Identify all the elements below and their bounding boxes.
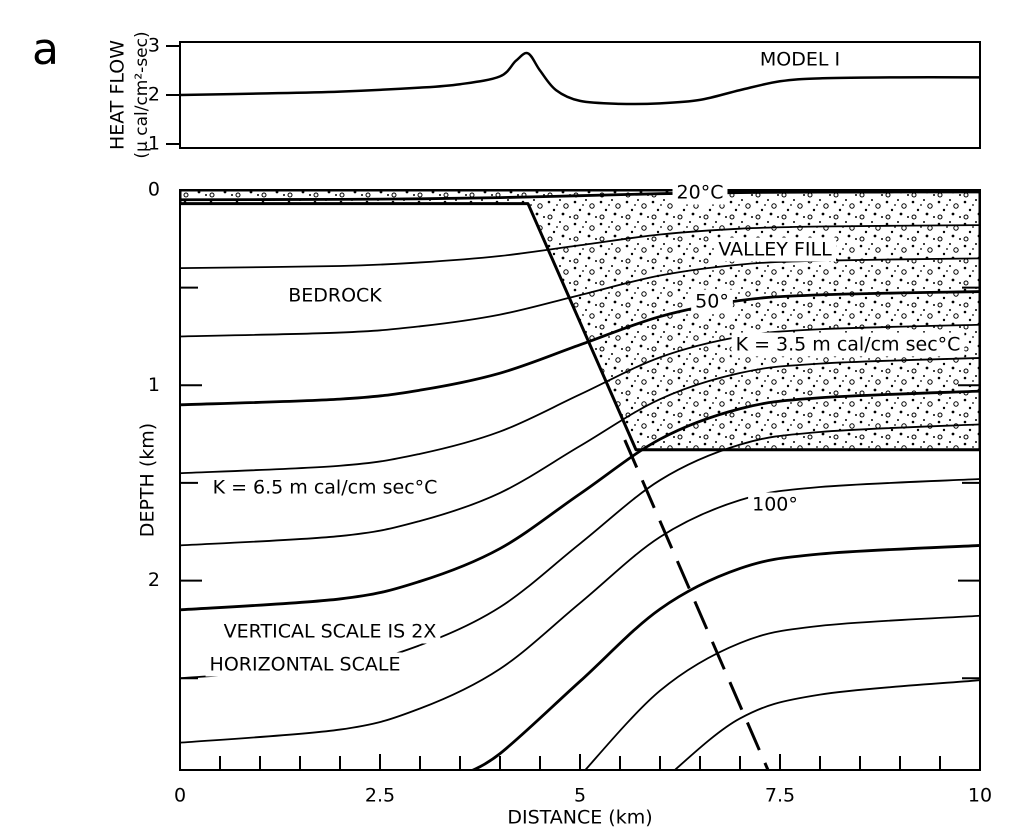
panel-label: a <box>32 24 59 75</box>
x-tick-label: 2.5 <box>365 785 395 807</box>
isotherm <box>180 479 980 743</box>
annotation: HORIZONTAL SCALE <box>210 654 401 676</box>
x-tick-label: 0 <box>174 785 186 807</box>
x-tick-label: 10 <box>968 785 992 807</box>
y-tick-label: 1 <box>148 133 160 155</box>
y-tick-label: 1 <box>148 374 160 396</box>
fault-line <box>625 440 768 770</box>
annotation: K = 3.5 m cal/cm sec°C <box>736 334 961 356</box>
isotherm <box>580 616 980 776</box>
x-tick-label: 5 <box>574 785 586 807</box>
y-axis-label: DEPTH (km) <box>137 423 159 537</box>
annotation: 50° <box>695 291 729 313</box>
page: a HEAT FLOW (μ cal/cm²-sec) MODEL I DEPT… <box>0 0 1011 835</box>
annotation: 20°C <box>677 182 724 204</box>
valley-fill <box>180 190 980 450</box>
plot-frame <box>180 42 980 148</box>
x-tick-label: 7.5 <box>765 785 795 807</box>
x-axis-label: DISTANCE (km) <box>507 807 652 829</box>
annotation: 100° <box>752 494 798 516</box>
y-tick-label: 2 <box>148 84 160 106</box>
annotation: VERTICAL SCALE IS 2X <box>224 621 437 643</box>
y-tick-label: 0 <box>148 179 160 201</box>
y-tick-label: 3 <box>148 35 160 57</box>
annotation: K = 6.5 m cal/cm sec°C <box>213 477 438 499</box>
y-axis-label: HEAT FLOW <box>107 40 129 150</box>
heat-flow-line <box>180 53 980 104</box>
figure: a HEAT FLOW (μ cal/cm²-sec) MODEL I DEPT… <box>0 0 1011 835</box>
y-tick-label: 2 <box>148 569 160 591</box>
annotation: MODEL I <box>760 49 840 71</box>
isotherm <box>668 680 980 776</box>
annotation: VALLEY FILL <box>718 239 832 261</box>
annotation: BEDROCK <box>288 285 382 307</box>
